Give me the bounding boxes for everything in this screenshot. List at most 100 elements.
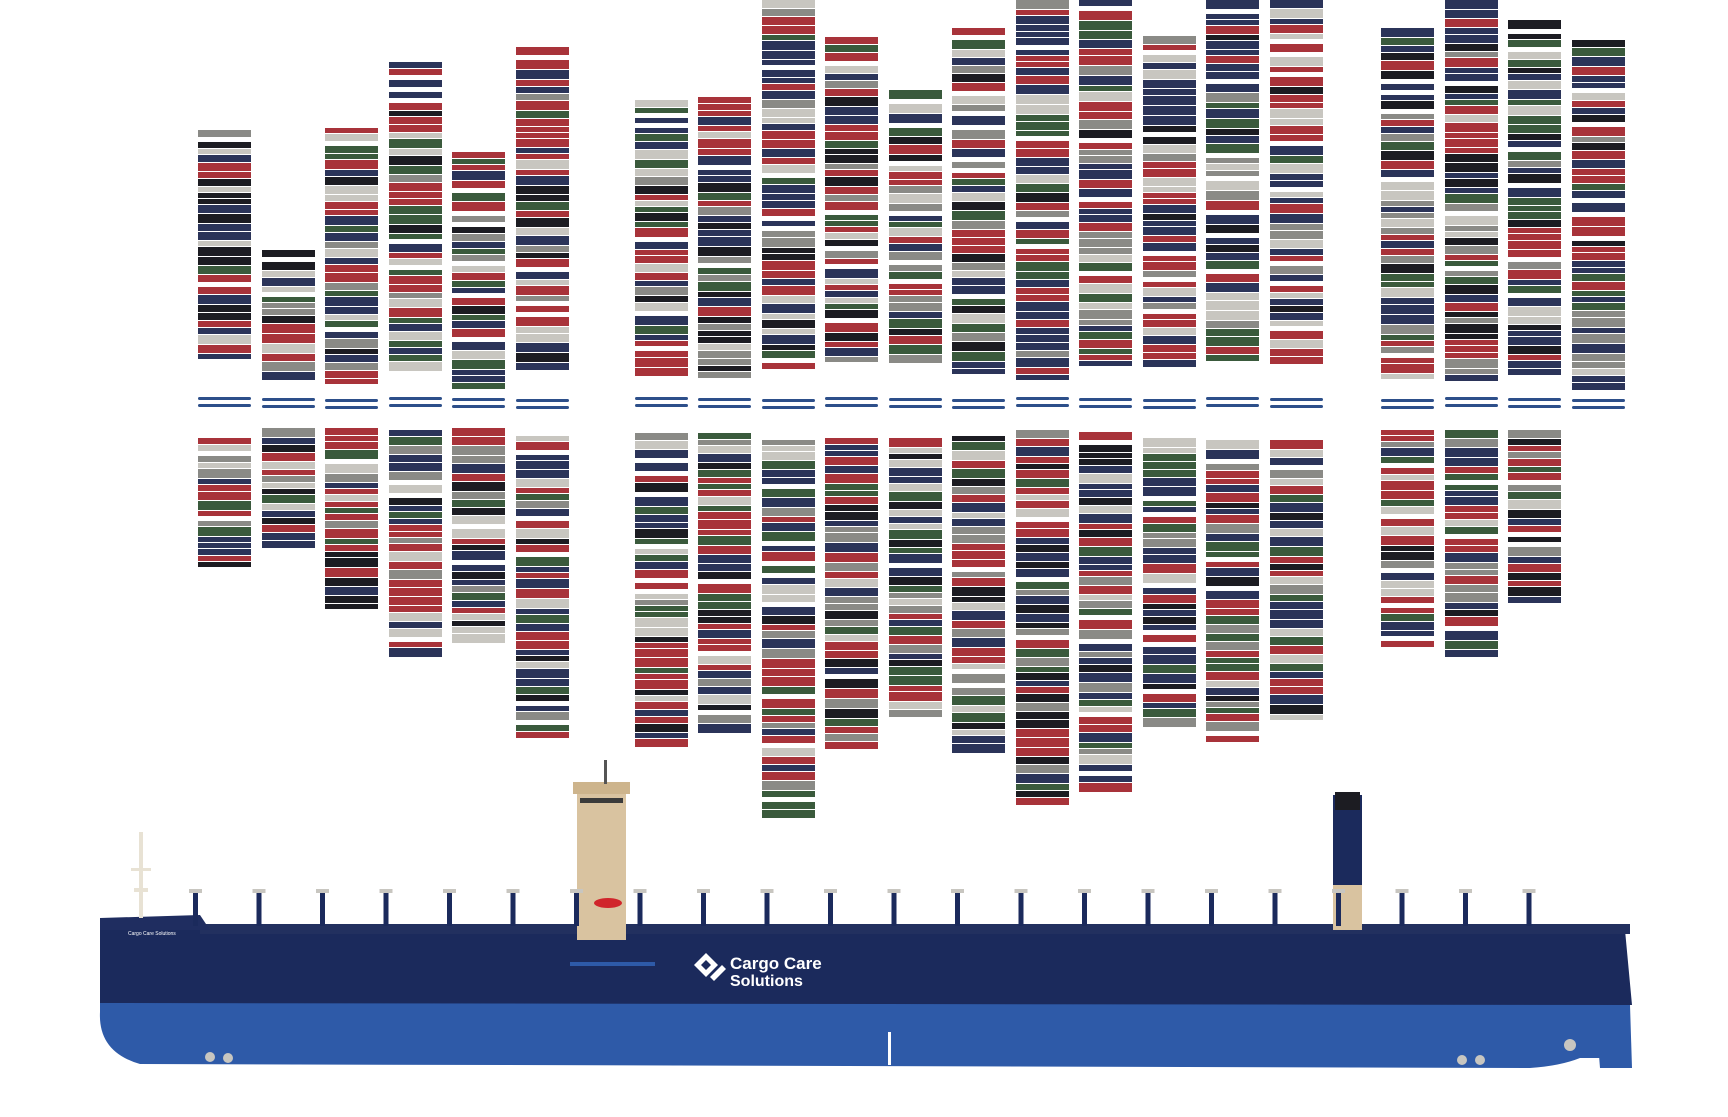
- container-above-deck-3: [389, 103, 442, 110]
- container-above-deck-11: [952, 202, 1005, 210]
- container-above-deck-8: [762, 238, 815, 247]
- container-above-deck-19: [1508, 34, 1561, 39]
- container-below-deck-12: [1016, 430, 1069, 438]
- container-below-deck-15: [1206, 503, 1259, 508]
- container-above-deck-16: [1270, 256, 1323, 261]
- container-below-deck-12: [1016, 522, 1069, 528]
- container-below-deck-13: [1079, 466, 1132, 473]
- container-above-deck-4: [452, 159, 505, 164]
- container-below-deck-19: [1508, 537, 1561, 542]
- container-above-deck-15: [1206, 35, 1259, 40]
- container-above-deck-13: [1079, 284, 1132, 293]
- container-below-deck-9: [825, 642, 878, 650]
- container-above-deck-11: [952, 299, 1005, 305]
- lashing-platform: [443, 889, 456, 893]
- container-above-deck-13: [1079, 355, 1132, 360]
- lashing-post: [764, 893, 770, 926]
- container-below-deck-19: [1508, 519, 1561, 525]
- container-below-deck-12: [1016, 687, 1069, 693]
- container-below-deck-9: [825, 699, 878, 708]
- container-below-deck-17: [1381, 589, 1434, 596]
- container-below-deck-8: [762, 585, 815, 594]
- container-below-deck-13: [1079, 498, 1132, 505]
- container-below-deck-14: [1143, 564, 1196, 573]
- container-below-deck-6: [635, 643, 688, 648]
- container-above-deck-12: [1016, 158, 1069, 166]
- container-above-deck-4: [452, 273, 505, 280]
- container-above-deck-3: [389, 215, 442, 224]
- container-above-deck-8: [762, 118, 815, 123]
- container-below-deck-2: [325, 596, 378, 603]
- container-above-deck-3: [389, 199, 442, 205]
- container-above-deck-15: [1206, 347, 1259, 354]
- hatch-cover-17: [1381, 399, 1434, 402]
- container-above-deck-3: [389, 270, 442, 275]
- container-above-deck-11: [952, 28, 1005, 35]
- container-below-deck-8: [762, 508, 815, 516]
- container-below-deck-14: [1143, 533, 1196, 538]
- container-above-deck-5: [516, 101, 569, 110]
- container-above-deck-15: [1206, 311, 1259, 320]
- container-above-deck-19: [1508, 141, 1561, 147]
- container-above-deck-15: [1206, 109, 1259, 118]
- container-below-deck-10: [889, 676, 942, 685]
- container-above-deck-0: [198, 142, 251, 148]
- container-above-deck-13: [1079, 120, 1132, 129]
- container-above-deck-7: [698, 307, 751, 316]
- container-above-deck-19: [1508, 286, 1561, 293]
- container-above-deck-16: [1270, 231, 1323, 239]
- container-above-deck-15: [1206, 225, 1259, 233]
- container-below-deck-9: [825, 563, 878, 571]
- container-above-deck-10: [889, 329, 942, 335]
- container-below-deck-10: [889, 454, 942, 459]
- container-above-deck-14: [1143, 353, 1196, 359]
- container-below-deck-9: [825, 497, 878, 504]
- container-above-deck-6: [635, 341, 688, 346]
- container-above-deck-5: [516, 202, 569, 210]
- container-above-deck-10: [889, 114, 942, 123]
- container-above-deck-14: [1143, 227, 1196, 235]
- container-below-deck-14: [1143, 574, 1196, 583]
- container-above-deck-14: [1143, 106, 1196, 115]
- hatch-cover-9: [825, 397, 878, 400]
- container-above-deck-7: [698, 331, 751, 336]
- container-below-deck-8: [762, 578, 815, 584]
- container-below-deck-14: [1143, 487, 1196, 496]
- container-below-deck-3: [389, 622, 442, 628]
- container-below-deck-15: [1206, 664, 1259, 671]
- container-below-deck-18: [1445, 603, 1498, 609]
- container-above-deck-14: [1143, 320, 1196, 327]
- container-above-deck-4: [452, 342, 505, 350]
- container-above-deck-14: [1143, 70, 1196, 79]
- container-above-deck-13: [1079, 170, 1132, 179]
- container-below-deck-18: [1445, 546, 1498, 552]
- container-above-deck-20: [1572, 383, 1625, 390]
- container-below-deck-13: [1079, 601, 1132, 608]
- container-above-deck-8: [762, 51, 815, 59]
- lashing-post: [193, 893, 198, 926]
- container-above-deck-3: [389, 285, 442, 292]
- container-below-deck-12: [1016, 694, 1069, 702]
- container-above-deck-13: [1079, 202, 1132, 208]
- container-below-deck-7: [698, 639, 751, 644]
- container-below-deck-15: [1206, 509, 1259, 514]
- container-below-deck-16: [1270, 629, 1323, 636]
- container-below-deck-7: [698, 530, 751, 535]
- container-above-deck-5: [516, 334, 569, 342]
- container-below-deck-6: [635, 539, 688, 544]
- container-above-deck-2: [325, 202, 378, 209]
- container-above-deck-4: [452, 376, 505, 382]
- container-above-deck-13: [1079, 164, 1132, 169]
- bridge-top: [573, 782, 630, 794]
- container-below-deck-1: [262, 489, 315, 494]
- container-below-deck-10: [889, 517, 942, 523]
- container-below-deck-7: [698, 446, 751, 453]
- container-below-deck-5: [516, 706, 569, 711]
- container-above-deck-14: [1143, 55, 1196, 62]
- container-above-deck-11: [952, 66, 1005, 73]
- container-below-deck-6: [635, 680, 688, 689]
- container-above-deck-10: [889, 222, 942, 227]
- container-below-deck-8: [762, 669, 815, 676]
- container-below-deck-19: [1508, 500, 1561, 509]
- container-above-deck-5: [516, 160, 569, 169]
